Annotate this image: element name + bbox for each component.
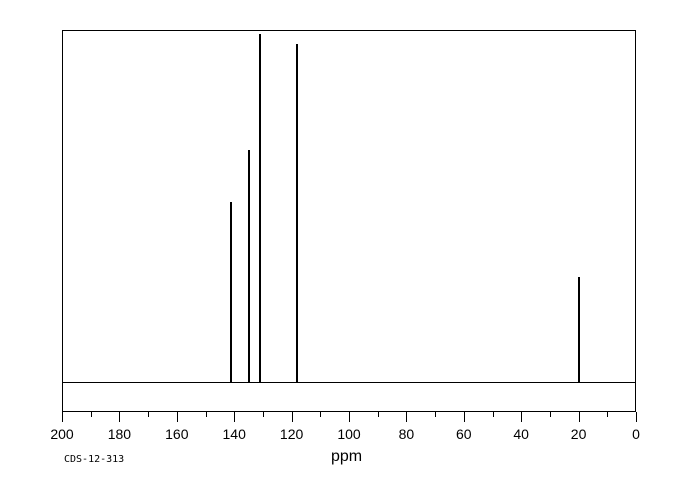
tick-major xyxy=(177,412,178,422)
tick-minor xyxy=(263,412,264,417)
peak xyxy=(259,34,261,382)
tick-minor xyxy=(493,412,494,417)
tick-minor xyxy=(550,412,551,417)
tick-major xyxy=(521,412,522,422)
tick-label: 20 xyxy=(571,426,587,442)
footer-label: CDS-12-313 xyxy=(64,454,124,465)
peak xyxy=(578,277,580,382)
tick-major xyxy=(579,412,580,422)
tick-label: 40 xyxy=(513,426,529,442)
tick-label: 200 xyxy=(50,426,73,442)
peak xyxy=(248,150,250,382)
tick-minor xyxy=(91,412,92,417)
spectrum-container: 200180160140120100806040200 ppm CDS-12-3… xyxy=(0,0,680,500)
tick-minor xyxy=(607,412,608,417)
tick-minor xyxy=(378,412,379,417)
tick-label: 140 xyxy=(223,426,246,442)
plot-area xyxy=(62,30,636,412)
peak xyxy=(230,202,232,382)
tick-major xyxy=(62,412,63,422)
tick-minor xyxy=(148,412,149,417)
tick-label: 60 xyxy=(456,426,472,442)
baseline xyxy=(63,382,635,383)
tick-minor xyxy=(435,412,436,417)
tick-major xyxy=(406,412,407,422)
tick-major xyxy=(292,412,293,422)
tick-label: 160 xyxy=(165,426,188,442)
tick-label: 0 xyxy=(632,426,640,442)
tick-major xyxy=(349,412,350,422)
xaxis-label: ppm xyxy=(331,448,362,466)
tick-major xyxy=(234,412,235,422)
tick-minor xyxy=(206,412,207,417)
tick-label: 100 xyxy=(337,426,360,442)
tick-label: 80 xyxy=(399,426,415,442)
tick-minor xyxy=(320,412,321,417)
tick-major xyxy=(464,412,465,422)
tick-label: 120 xyxy=(280,426,303,442)
tick-major xyxy=(636,412,637,422)
peak xyxy=(296,44,298,382)
tick-label: 180 xyxy=(108,426,131,442)
tick-major xyxy=(119,412,120,422)
